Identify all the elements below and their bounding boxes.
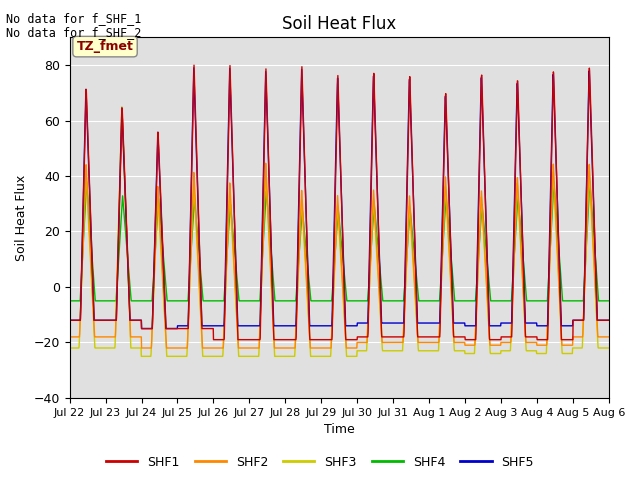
SHF2 — [605, 334, 612, 340]
SHF1 — [558, 337, 566, 343]
SHF5 — [558, 323, 566, 329]
SHF5 — [573, 317, 580, 323]
SHF2 — [355, 339, 363, 345]
SHF2 — [66, 334, 74, 340]
SHF3 — [558, 339, 566, 345]
Line: SHF5: SHF5 — [70, 68, 609, 329]
SHF5 — [66, 317, 74, 323]
SHF2 — [367, 252, 374, 257]
Line: SHF3: SHF3 — [70, 107, 609, 356]
SHF2 — [573, 334, 580, 340]
SHF3 — [355, 348, 363, 354]
SHF4 — [572, 298, 580, 304]
SHF4 — [355, 298, 362, 304]
SHF3 — [217, 353, 225, 359]
SHF3 — [367, 254, 374, 260]
SHF5 — [497, 323, 504, 329]
SHF4 — [496, 298, 504, 304]
SHF4 — [605, 298, 612, 304]
SHF2 — [558, 336, 566, 342]
Text: No data for f_SHF_2: No data for f_SHF_2 — [6, 26, 142, 39]
SHF4 — [216, 298, 224, 304]
SHF1 — [190, 62, 198, 68]
SHF5 — [355, 320, 363, 326]
SHF1 — [355, 334, 363, 340]
SHF1 — [605, 317, 612, 323]
SHF2 — [497, 342, 504, 348]
SHF4 — [367, 259, 374, 264]
Line: SHF4: SHF4 — [70, 181, 609, 301]
SHF3 — [138, 353, 145, 359]
Text: TZ_fmet: TZ_fmet — [77, 40, 134, 53]
SHF5 — [138, 326, 145, 332]
Title: Soil Heat Flux: Soil Heat Flux — [282, 15, 396, 33]
SHF1 — [217, 337, 225, 343]
SHF1 — [367, 203, 374, 208]
SHF5 — [605, 317, 612, 323]
Y-axis label: Soil Heat Flux: Soil Heat Flux — [15, 175, 28, 261]
SHF1 — [66, 317, 74, 323]
SHF3 — [497, 351, 504, 357]
Line: SHF2: SHF2 — [70, 110, 609, 348]
SHF3 — [605, 345, 612, 351]
SHF2 — [217, 345, 225, 351]
SHF3 — [118, 104, 125, 109]
SHF4 — [557, 278, 565, 284]
SHF1 — [573, 317, 580, 323]
SHF2 — [118, 108, 125, 113]
SHF3 — [66, 345, 74, 351]
Line: SHF1: SHF1 — [70, 65, 609, 340]
Text: No data for f_SHF_1: No data for f_SHF_1 — [6, 12, 142, 25]
Legend: SHF1, SHF2, SHF3, SHF4, SHF5: SHF1, SHF2, SHF3, SHF4, SHF5 — [101, 451, 539, 474]
SHF5 — [217, 323, 225, 329]
SHF4 — [66, 298, 74, 304]
X-axis label: Time: Time — [324, 423, 355, 436]
SHF1 — [210, 337, 218, 343]
SHF5 — [367, 190, 374, 196]
SHF4 — [586, 179, 594, 184]
SHF1 — [497, 337, 504, 343]
SHF5 — [190, 65, 198, 71]
SHF2 — [138, 345, 145, 351]
SHF3 — [573, 345, 580, 351]
